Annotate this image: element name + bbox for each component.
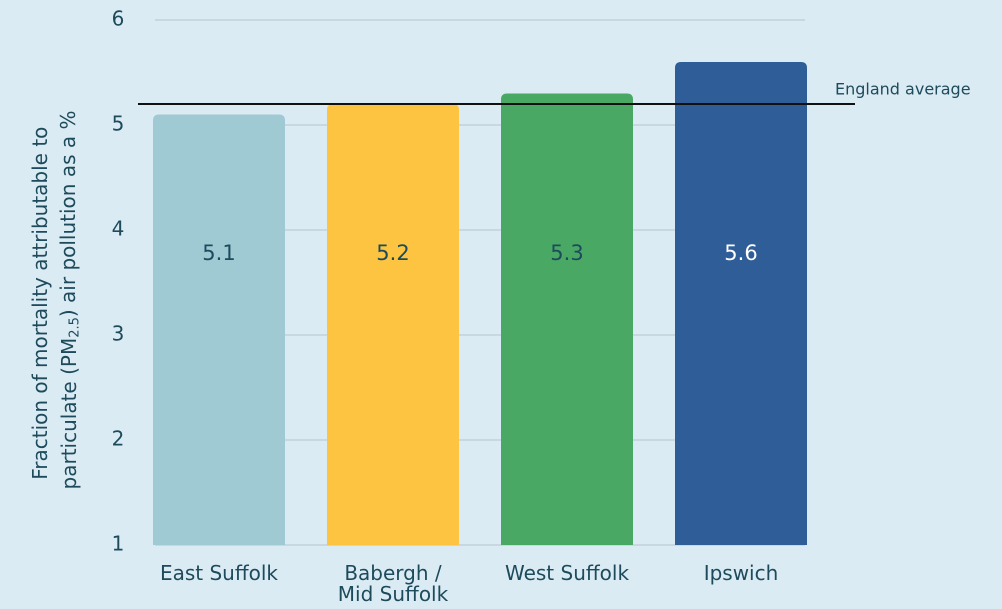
- bar: [501, 93, 633, 545]
- x-tick-label: Babergh / Mid Suffolk: [338, 561, 449, 606]
- data-label: 5.3: [550, 241, 583, 265]
- x-tick-label-line: Mid Suffolk: [338, 582, 449, 606]
- y-axis-label-part: particulate (PM: [57, 338, 81, 490]
- y-axis-label-subscript: 2.5: [67, 317, 82, 338]
- x-tick-label: West Suffolk: [505, 561, 629, 585]
- y-tick-label: 2: [112, 427, 125, 451]
- bar: [153, 114, 285, 545]
- x-tick-label-line: Ipswich: [704, 561, 779, 585]
- reference-line-label: England average: [835, 80, 971, 99]
- y-axis-label-part: ) air pollution as a %: [56, 111, 80, 318]
- x-tick-label-line: East Suffolk: [160, 561, 278, 585]
- x-tick-label-line: West Suffolk: [505, 561, 629, 585]
- y-tick-label: 1: [112, 532, 125, 556]
- y-tick-label: 6: [112, 7, 125, 31]
- x-tick-label-line: Babergh /: [344, 561, 442, 585]
- bar: [327, 104, 459, 545]
- bar: [675, 62, 807, 545]
- y-tick-label: 3: [112, 322, 125, 346]
- y-axis-label: Fraction of mortality attributable to pa…: [28, 111, 83, 490]
- y-axis-label-line: Fraction of mortality attributable to: [28, 127, 52, 480]
- data-label: 5.2: [376, 241, 409, 265]
- y-tick-label: 5: [112, 112, 125, 136]
- x-tick-label: Ipswich: [704, 561, 779, 585]
- y-tick-label: 4: [112, 217, 125, 241]
- data-label: 5.6: [724, 241, 757, 265]
- data-label: 5.1: [202, 241, 235, 265]
- x-tick-label: East Suffolk: [160, 561, 278, 585]
